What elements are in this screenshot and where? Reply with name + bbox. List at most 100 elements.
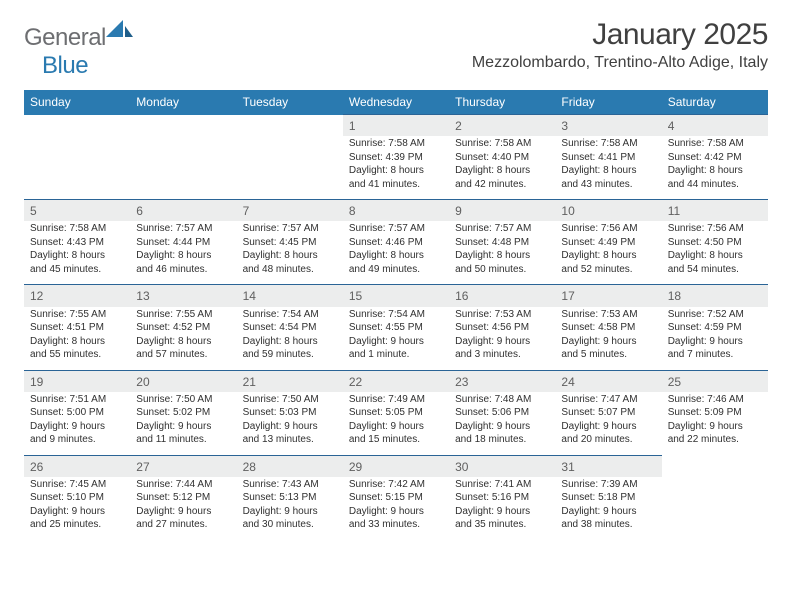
day-number-cell: 22 xyxy=(343,370,449,392)
day-number: 23 xyxy=(449,371,555,392)
day-number: 14 xyxy=(237,285,343,306)
day-number: 9 xyxy=(449,200,555,221)
day-number: 26 xyxy=(24,456,130,477)
day-number-cell: 1 xyxy=(343,115,449,137)
weekday-header: Tuesday xyxy=(237,90,343,115)
day-number-cell: 9 xyxy=(449,200,555,222)
day-number-cell: 2 xyxy=(449,115,555,137)
weekday-header-row: Sunday Monday Tuesday Wednesday Thursday… xyxy=(24,90,768,115)
day-number-cell: 25 xyxy=(662,370,768,392)
daylight-line: Daylight: 9 hours and 22 minutes. xyxy=(668,420,762,447)
day-info-cell: Sunrise: 7:45 AMSunset: 5:10 PMDaylight:… xyxy=(24,477,130,540)
info-row: Sunrise: 7:45 AMSunset: 5:10 PMDaylight:… xyxy=(24,477,768,540)
day-info-cell: Sunrise: 7:56 AMSunset: 4:50 PMDaylight:… xyxy=(662,221,768,285)
day-info-cell: Sunrise: 7:57 AMSunset: 4:48 PMDaylight:… xyxy=(449,221,555,285)
day-number-cell: 29 xyxy=(343,455,449,477)
daylight-line: Daylight: 9 hours and 18 minutes. xyxy=(455,420,549,447)
weekday-header: Saturday xyxy=(662,90,768,115)
daylight-line: Daylight: 8 hours and 46 minutes. xyxy=(136,249,230,276)
daylight-line: Daylight: 9 hours and 15 minutes. xyxy=(349,420,443,447)
day-number: 19 xyxy=(24,371,130,392)
daylight-line: Daylight: 8 hours and 43 minutes. xyxy=(561,164,655,191)
daylight-line: Daylight: 9 hours and 30 minutes. xyxy=(243,505,337,532)
day-info-cell: Sunrise: 7:44 AMSunset: 5:12 PMDaylight:… xyxy=(130,477,236,540)
weekday-header: Sunday xyxy=(24,90,130,115)
daylight-line: Daylight: 9 hours and 9 minutes. xyxy=(30,420,124,447)
day-info-cell: Sunrise: 7:51 AMSunset: 5:00 PMDaylight:… xyxy=(24,392,130,456)
info-row: Sunrise: 7:55 AMSunset: 4:51 PMDaylight:… xyxy=(24,307,768,371)
day-info-cell: Sunrise: 7:58 AMSunset: 4:43 PMDaylight:… xyxy=(24,221,130,285)
day-info-cell: Sunrise: 7:58 AMSunset: 4:40 PMDaylight:… xyxy=(449,136,555,200)
sunrise-line: Sunrise: 7:54 AM xyxy=(243,308,337,322)
sunrise-line: Sunrise: 7:58 AM xyxy=(455,137,549,151)
location: Mezzolombardo, Trentino-Alto Adige, Ital… xyxy=(472,54,768,72)
weekday-header: Monday xyxy=(130,90,236,115)
day-number-cell xyxy=(130,115,236,137)
daylight-line: Daylight: 9 hours and 5 minutes. xyxy=(561,335,655,362)
logo-text: General xyxy=(24,18,106,52)
calendar-table: Sunday Monday Tuesday Wednesday Thursday… xyxy=(24,90,768,540)
sunset-line: Sunset: 4:41 PM xyxy=(561,151,655,165)
day-number: 11 xyxy=(662,200,768,221)
sunrise-line: Sunrise: 7:44 AM xyxy=(136,478,230,492)
day-number-cell: 23 xyxy=(449,370,555,392)
day-number: 8 xyxy=(343,200,449,221)
sunrise-line: Sunrise: 7:53 AM xyxy=(561,308,655,322)
daylight-line: Daylight: 9 hours and 13 minutes. xyxy=(243,420,337,447)
day-number-cell: 27 xyxy=(130,455,236,477)
daylight-line: Daylight: 8 hours and 52 minutes. xyxy=(561,249,655,276)
sunset-line: Sunset: 4:52 PM xyxy=(136,321,230,335)
info-row: Sunrise: 7:58 AMSunset: 4:43 PMDaylight:… xyxy=(24,221,768,285)
daynum-row: 19202122232425 xyxy=(24,370,768,392)
day-number-cell xyxy=(24,115,130,137)
sunset-line: Sunset: 5:02 PM xyxy=(136,406,230,420)
daylight-line: Daylight: 9 hours and 7 minutes. xyxy=(668,335,762,362)
sunset-line: Sunset: 5:16 PM xyxy=(455,491,549,505)
day-number-cell: 21 xyxy=(237,370,343,392)
day-info-cell: Sunrise: 7:49 AMSunset: 5:05 PMDaylight:… xyxy=(343,392,449,456)
day-number-cell: 20 xyxy=(130,370,236,392)
sunrise-line: Sunrise: 7:56 AM xyxy=(561,222,655,236)
day-number-cell: 13 xyxy=(130,285,236,307)
logo-general: General xyxy=(24,24,106,52)
day-number: 7 xyxy=(237,200,343,221)
day-info-cell: Sunrise: 7:53 AMSunset: 4:56 PMDaylight:… xyxy=(449,307,555,371)
daylight-line: Daylight: 9 hours and 20 minutes. xyxy=(561,420,655,447)
day-number: 24 xyxy=(555,371,661,392)
daynum-row: 1234 xyxy=(24,115,768,137)
day-number: 21 xyxy=(237,371,343,392)
day-info-cell: Sunrise: 7:53 AMSunset: 4:58 PMDaylight:… xyxy=(555,307,661,371)
sunrise-line: Sunrise: 7:57 AM xyxy=(349,222,443,236)
daylight-line: Daylight: 8 hours and 45 minutes. xyxy=(30,249,124,276)
daylight-line: Daylight: 8 hours and 57 minutes. xyxy=(136,335,230,362)
day-info-cell xyxy=(24,136,130,200)
day-info-cell: Sunrise: 7:58 AMSunset: 4:41 PMDaylight:… xyxy=(555,136,661,200)
day-number-cell xyxy=(237,115,343,137)
day-number: 5 xyxy=(24,200,130,221)
header: General Blue January 2025 Mezzolombardo,… xyxy=(24,18,768,80)
day-number-cell: 11 xyxy=(662,200,768,222)
info-row: Sunrise: 7:51 AMSunset: 5:00 PMDaylight:… xyxy=(24,392,768,456)
day-number-cell: 19 xyxy=(24,370,130,392)
title-block: January 2025 Mezzolombardo, Trentino-Alt… xyxy=(472,18,768,72)
sunset-line: Sunset: 4:40 PM xyxy=(455,151,549,165)
day-info-cell: Sunrise: 7:55 AMSunset: 4:52 PMDaylight:… xyxy=(130,307,236,371)
sunrise-line: Sunrise: 7:58 AM xyxy=(561,137,655,151)
day-number: 20 xyxy=(130,371,236,392)
day-number-cell: 15 xyxy=(343,285,449,307)
day-number: 29 xyxy=(343,456,449,477)
day-number-cell: 3 xyxy=(555,115,661,137)
sunset-line: Sunset: 4:54 PM xyxy=(243,321,337,335)
sunset-line: Sunset: 5:09 PM xyxy=(668,406,762,420)
daylight-line: Daylight: 9 hours and 3 minutes. xyxy=(455,335,549,362)
daylight-line: Daylight: 9 hours and 25 minutes. xyxy=(30,505,124,532)
sunset-line: Sunset: 4:50 PM xyxy=(668,236,762,250)
sunrise-line: Sunrise: 7:58 AM xyxy=(30,222,124,236)
day-number-cell: 26 xyxy=(24,455,130,477)
sunrise-line: Sunrise: 7:55 AM xyxy=(30,308,124,322)
day-info-cell xyxy=(662,477,768,540)
day-info-cell: Sunrise: 7:41 AMSunset: 5:16 PMDaylight:… xyxy=(449,477,555,540)
logo-sail-icon xyxy=(106,20,134,38)
sunrise-line: Sunrise: 7:56 AM xyxy=(668,222,762,236)
daylight-line: Daylight: 8 hours and 41 minutes. xyxy=(349,164,443,191)
